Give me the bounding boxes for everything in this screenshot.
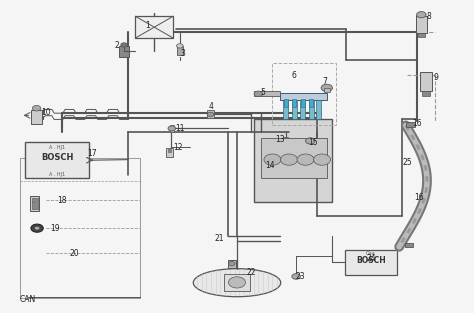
Bar [25,142,89,178]
Circle shape [417,12,426,18]
Bar [19,158,140,298]
Text: 17: 17 [87,149,97,158]
Circle shape [228,277,246,288]
Text: 15: 15 [308,138,318,147]
Text: BOSCH: BOSCH [41,153,73,162]
Bar [283,137,288,144]
Ellipse shape [193,269,281,297]
Text: 23: 23 [295,272,305,281]
Bar [309,100,314,119]
Bar [317,100,321,119]
Bar [422,91,430,96]
Bar [418,33,425,38]
Text: 11: 11 [175,124,185,133]
Circle shape [168,126,175,131]
Bar [32,198,37,209]
Text: 19: 19 [50,224,60,233]
Bar [301,100,305,119]
Circle shape [32,105,41,111]
Bar [267,162,274,170]
Bar [166,148,173,156]
Text: 1: 1 [145,21,150,30]
Text: 5: 5 [261,88,265,97]
Bar [292,99,296,107]
Bar [283,100,288,119]
Bar [284,99,288,107]
Bar [280,93,327,100]
Circle shape [254,91,263,97]
Bar [177,46,182,55]
Text: 3: 3 [180,49,185,58]
Text: A . HJ1: A . HJ1 [49,145,65,150]
Circle shape [306,138,315,144]
Text: 6: 6 [292,71,296,80]
Text: 22: 22 [246,268,256,277]
Text: 16: 16 [414,192,424,202]
Circle shape [292,274,301,279]
Bar [345,250,397,275]
Circle shape [121,43,128,47]
Bar [406,122,415,127]
Bar [207,110,214,119]
Bar [224,274,250,291]
Bar [170,125,173,131]
Bar [310,99,313,107]
Text: 25: 25 [402,158,412,167]
Text: 9: 9 [433,73,438,82]
Text: 21: 21 [214,233,224,243]
Text: 20: 20 [69,249,79,258]
Text: 7: 7 [322,77,327,86]
Circle shape [321,84,332,92]
Text: Gaa: Gaa [366,251,375,256]
Circle shape [314,154,330,165]
Text: 10: 10 [41,108,50,117]
Text: 18: 18 [57,196,67,205]
Text: 8: 8 [426,12,431,21]
Bar [228,260,236,268]
Text: ..: .. [31,198,36,204]
Text: 12: 12 [173,143,182,152]
Text: CAN: CAN [20,295,36,304]
Bar [324,88,329,92]
Text: 14: 14 [265,161,275,170]
Bar [420,72,432,91]
Bar [167,149,171,152]
Bar [136,16,173,38]
Circle shape [264,154,281,165]
Text: 4: 4 [209,102,213,111]
Bar [261,138,327,178]
Text: 2: 2 [114,41,119,50]
Circle shape [207,112,214,117]
Bar [273,63,336,125]
Text: BOSCH: BOSCH [356,256,386,265]
Bar [405,243,413,248]
Bar [254,119,331,202]
Bar [292,100,297,119]
Circle shape [34,226,40,230]
Text: 16: 16 [412,119,421,128]
Bar [31,110,42,124]
Circle shape [297,154,314,165]
Text: 24: 24 [367,254,376,263]
Bar [254,91,280,96]
Bar [301,99,305,107]
Bar [119,46,129,57]
Circle shape [281,154,298,165]
Text: 13: 13 [275,135,284,144]
Circle shape [176,44,183,48]
Bar [416,16,427,33]
Circle shape [31,224,43,232]
Text: A . HJ1: A . HJ1 [49,172,65,177]
Bar [30,196,39,211]
Bar [308,138,313,144]
Circle shape [228,262,235,266]
